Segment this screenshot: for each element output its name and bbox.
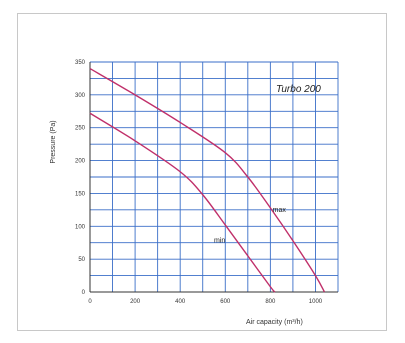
curves xyxy=(89,67,326,293)
x-tick-label: 800 xyxy=(265,299,276,305)
y-axis-label: Pressure (Pa) xyxy=(50,120,57,163)
axes xyxy=(89,62,338,293)
x-axis-label: Air capacity (m³/h) xyxy=(246,319,303,326)
grid xyxy=(89,61,339,293)
x-tick-labels: 0 200 400 600 800 1000 xyxy=(88,299,322,305)
curve-label-min: min xyxy=(214,238,225,245)
x-tick-label: 400 xyxy=(175,299,186,305)
chart-title: Turbo 200 xyxy=(276,84,321,95)
y-tick-label: 350 xyxy=(75,60,86,66)
y-tick-label: 150 xyxy=(75,191,86,197)
y-tick-label: 250 xyxy=(75,126,86,132)
y-tick-label: 100 xyxy=(75,224,86,230)
pressure-capacity-chart: 0 200 400 600 800 1000 050100150200250300350 … xyxy=(50,60,339,326)
y-tick-label: 50 xyxy=(78,257,85,263)
x-tick-label: 600 xyxy=(220,299,231,305)
y-tick-label: 300 xyxy=(75,93,86,99)
curve-min xyxy=(89,112,276,293)
y-tick-label: 0 xyxy=(82,290,86,296)
curve-label-max: max xyxy=(273,207,287,214)
curve-labels: max min xyxy=(214,207,286,245)
x-tick-label: 1000 xyxy=(309,299,323,305)
curve-max xyxy=(89,67,326,293)
x-tick-label: 200 xyxy=(130,299,141,305)
y-tick-label: 200 xyxy=(75,159,86,165)
y-tick-labels: 0 50 100 150 200 250 300 350 xyxy=(75,60,86,296)
x-tick-label: 0 xyxy=(88,299,92,305)
chart-frame: 0 200 400 600 800 1000 0 50 100 150 200 250 300 350 … xyxy=(17,13,387,331)
